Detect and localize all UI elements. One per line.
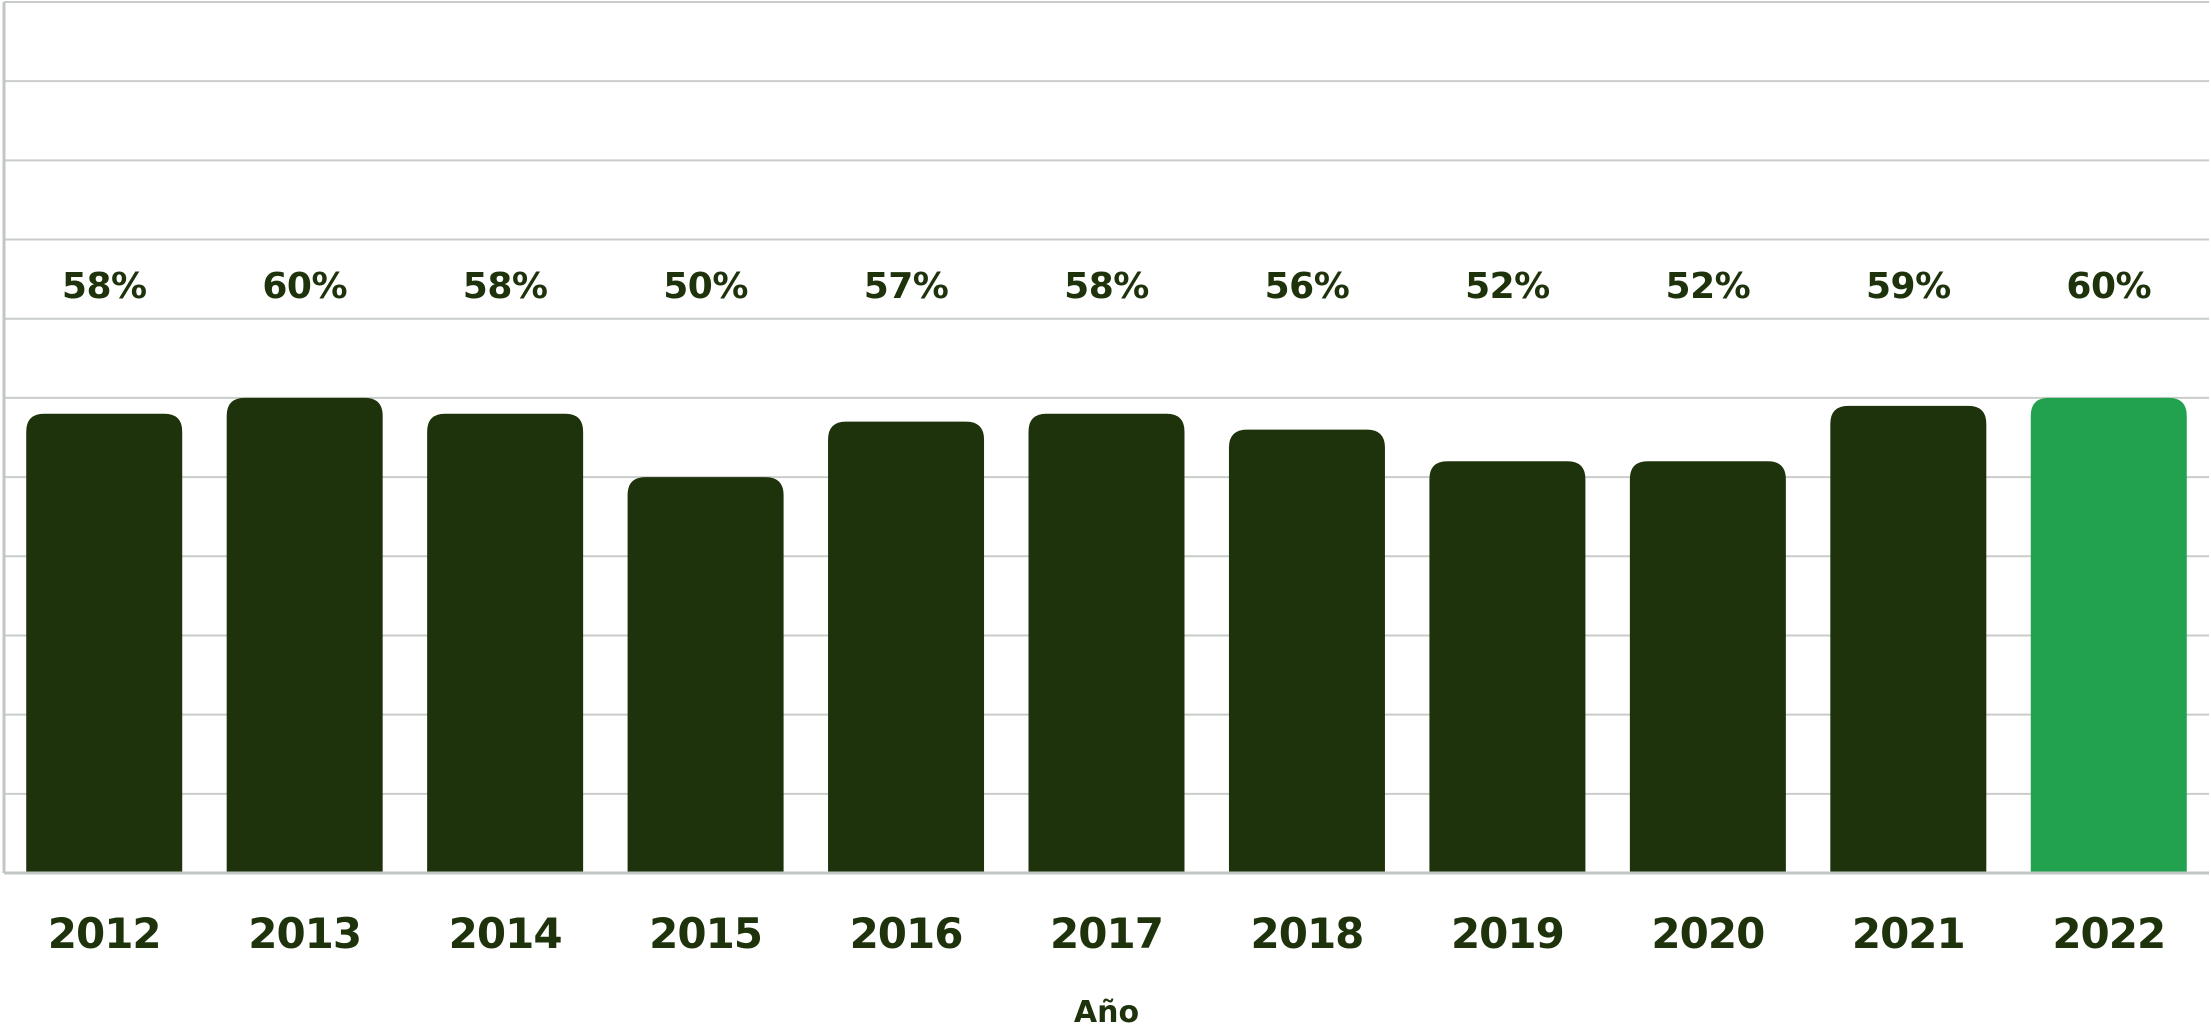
x-tick-label-2020: 2020 — [1651, 909, 1764, 958]
data-label-2013: 60% — [262, 266, 347, 307]
x-tick-label-2021: 2021 — [1852, 909, 1965, 958]
data-label-2014: 58% — [463, 266, 548, 307]
data-label-2018: 56% — [1265, 266, 1350, 307]
data-label-2012: 58% — [62, 266, 147, 307]
data-label-2019: 52% — [1465, 266, 1550, 307]
bar-2017 — [1028, 413, 1185, 873]
x-tick-label-2012: 2012 — [48, 909, 161, 958]
bar-2014 — [427, 413, 584, 873]
bar-2020 — [1629, 461, 1786, 873]
x-tick-label-2017: 2017 — [1050, 909, 1163, 958]
x-tick-label-2018: 2018 — [1251, 909, 1364, 958]
x-axis-title: Año — [1074, 995, 1139, 1024]
x-axis-tick-labels: 2012 2013 2014 2015 2016 2017 2018 2019 2020 2021… — [48, 909, 2166, 958]
data-label-2017: 58% — [1064, 266, 1149, 307]
bar-2018 — [1228, 429, 1385, 873]
bars — [26, 397, 2187, 873]
data-label-2016: 57% — [864, 266, 949, 307]
x-tick-label-2022: 2022 — [2052, 909, 2165, 958]
bar-2019 — [1429, 461, 1586, 873]
x-tick-label-2016: 2016 — [850, 909, 963, 958]
bar-2012 — [26, 413, 183, 873]
data-labels: 58% 60% 58% 50% 57% 58% 56% 52% 52% 59% 60% — [62, 266, 2152, 307]
x-tick-label-2019: 2019 — [1451, 909, 1564, 958]
x-tick-label-2013: 2013 — [248, 909, 361, 958]
bar-2022 — [2030, 397, 2187, 873]
data-label-2020: 52% — [1666, 266, 1751, 307]
x-tick-label-2014: 2014 — [449, 909, 562, 958]
bar-2021 — [1830, 405, 1987, 873]
data-label-2022: 60% — [2066, 266, 2151, 307]
bar-2013 — [226, 397, 383, 873]
bar-2016 — [828, 421, 985, 873]
data-label-2015: 50% — [663, 266, 748, 307]
data-label-2021: 59% — [1866, 266, 1951, 307]
x-tick-label-2015: 2015 — [649, 909, 762, 958]
bar-2015 — [627, 477, 784, 873]
